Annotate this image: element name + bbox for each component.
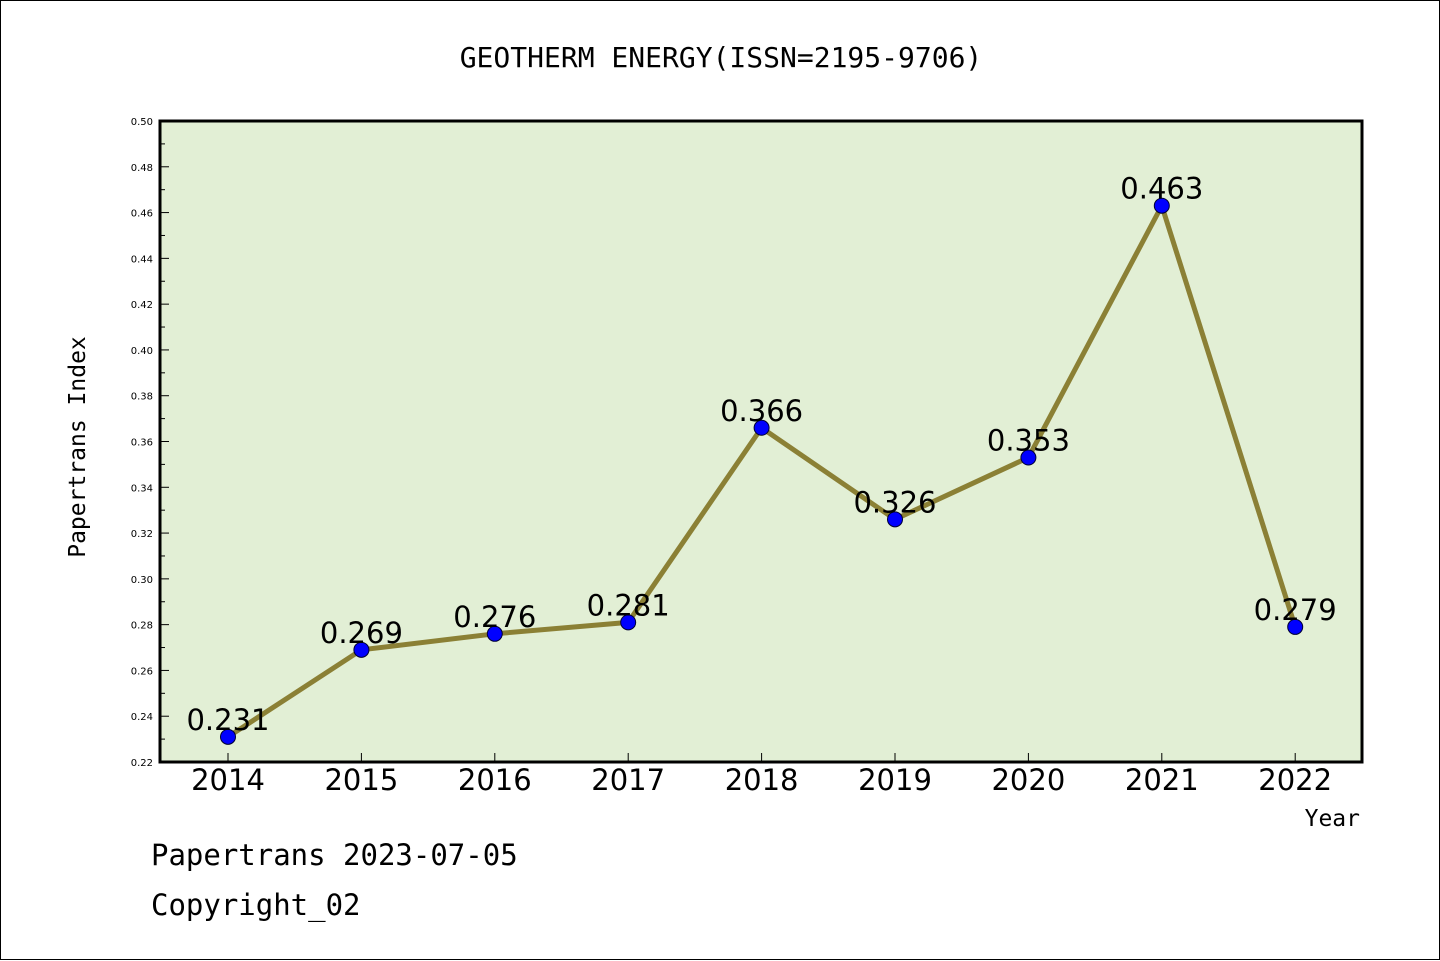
data-labels: 0.231 0.269 0.276 0.281 0.366 0.326 0.353 0.463… (186, 172, 1336, 737)
chart-title: GEOTHERM ENERGY(ISSN=2195-9706) (460, 41, 983, 74)
y-axis-label: Papertrans Index (65, 336, 91, 558)
y-tick-label: 0.40 (131, 346, 153, 357)
data-label: 0.276 (453, 600, 536, 634)
data-label: 0.463 (1120, 172, 1203, 206)
data-point (887, 511, 903, 528)
footer-copyright: Copyright_02 (151, 888, 361, 923)
y-tick-label: 0.42 (131, 300, 153, 311)
x-tick-label: 2016 (458, 763, 532, 797)
data-point (353, 641, 370, 658)
x-tick-label: 2019 (858, 763, 932, 797)
data-point (620, 614, 637, 631)
data-point (220, 728, 236, 745)
x-axis: 2014 2015 2016 2017 2018 2019 2020 2021 2022 (191, 753, 1332, 797)
data-point (1153, 197, 1170, 214)
data-label: 0.269 (320, 616, 403, 650)
y-tick-label: 0.38 (131, 392, 153, 403)
series-markers (220, 197, 1304, 745)
y-tick-label: 0.48 (131, 163, 153, 174)
y-tick-label: 0.32 (131, 529, 153, 540)
footer-source: Papertrans 2023-07-05 (151, 838, 518, 872)
y-axis: 0.22 0.24 0.26 0.28 0.30 0.32 0.34 0.36 0.38 0.40… (131, 117, 169, 769)
y-tick-label: 0.22 (131, 758, 153, 769)
data-label: 0.279 (1254, 593, 1337, 627)
data-point (1287, 618, 1304, 635)
data-point (486, 625, 503, 642)
data-label: 0.326 (853, 485, 936, 519)
y-tick-label: 0.30 (131, 575, 153, 586)
data-label: 0.281 (587, 588, 670, 622)
y-tick-label: 0.44 (131, 254, 153, 265)
x-axis-label: Year (1305, 806, 1360, 832)
y-tick-label: 0.28 (131, 621, 153, 632)
data-point (1020, 449, 1037, 466)
x-tick-label: 2022 (1258, 763, 1332, 797)
x-tick-label: 2014 (191, 763, 265, 797)
x-tick-label: 2015 (324, 763, 398, 797)
x-tick-label: 2018 (725, 763, 799, 797)
data-point (753, 419, 770, 436)
y-tick-label: 0.36 (131, 438, 153, 449)
y-tick-label: 0.50 (131, 117, 153, 128)
data-label: 0.366 (720, 394, 803, 428)
x-tick-label: 2020 (991, 763, 1065, 797)
x-tick-label: 2017 (591, 763, 665, 797)
data-label: 0.231 (186, 703, 269, 737)
x-tick-label: 2021 (1125, 763, 1199, 797)
y-tick-label: 0.26 (131, 666, 153, 677)
y-tick-label: 0.24 (131, 712, 153, 723)
data-label: 0.353 (987, 424, 1070, 458)
y-tick-label: 0.34 (131, 483, 153, 494)
y-tick-label: 0.46 (131, 209, 153, 220)
